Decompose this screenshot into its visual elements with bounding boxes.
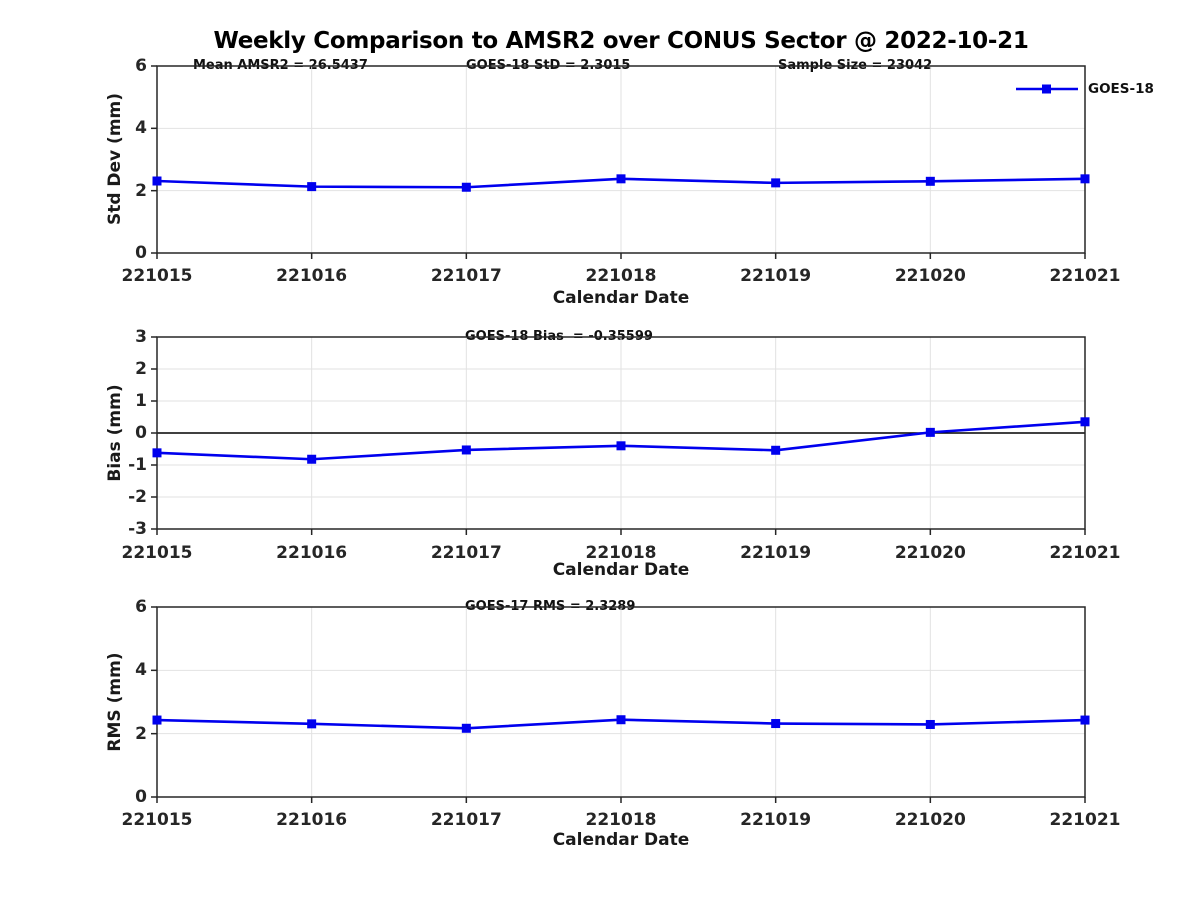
data-point-marker (771, 719, 781, 729)
y-tick-label: 2 (135, 180, 147, 201)
x-tick-label: 221019 (740, 266, 812, 286)
x-tick-label: 221016 (276, 266, 348, 286)
x-tick-label: 221020 (894, 543, 966, 563)
y-tick-label: 0 (135, 243, 147, 263)
data-point-marker (771, 178, 781, 188)
x-tick-label: 221017 (430, 543, 502, 563)
data-point-marker (152, 176, 162, 186)
x-tick-label: 221017 (430, 810, 502, 830)
data-point-marker (616, 715, 626, 725)
y-tick-label: -2 (128, 487, 147, 507)
legend-line-marker-icon (1016, 84, 1078, 94)
x-tick-label: 221015 (121, 543, 193, 563)
data-point-marker (152, 715, 162, 725)
x-tick-label: 221015 (121, 810, 193, 830)
y-tick-label: 3 (135, 327, 147, 347)
x-tick-label: 221018 (585, 266, 657, 286)
x-tick-label: 221017 (430, 266, 502, 286)
y-tick-label: 4 (135, 118, 147, 139)
plot-std-dev (151, 65, 1090, 259)
x-axis-label-rms: Calendar Date (552, 830, 690, 850)
data-point-marker (771, 445, 781, 455)
x-tick-label: 221016 (276, 543, 348, 563)
data-point-marker (307, 454, 317, 464)
x-tick-label: 221020 (894, 266, 966, 286)
y-axis-label-rms: RMS (mm) (105, 652, 125, 752)
data-point-marker (925, 719, 935, 729)
y-tick-label: 1 (135, 391, 147, 411)
x-tick-label: 221016 (276, 810, 348, 830)
data-point-marker (1080, 174, 1090, 184)
data-point-marker (152, 448, 162, 458)
x-tick-label: 221019 (740, 543, 812, 563)
y-tick-label: -1 (128, 455, 147, 475)
data-point-marker (925, 176, 935, 186)
y-tick-label: 6 (135, 56, 147, 76)
data-point-marker (1080, 417, 1090, 427)
plot-bias (151, 336, 1090, 535)
x-tick-label: 221021 (1049, 543, 1121, 563)
x-tick-label: 221018 (585, 543, 657, 563)
data-point-marker (925, 427, 935, 437)
x-tick-label: 221020 (894, 810, 966, 830)
y-tick-label: 2 (135, 723, 147, 744)
figure-title: Weekly Comparison to AMSR2 over CONUS Se… (213, 28, 1029, 54)
y-tick-label: 4 (135, 660, 147, 681)
data-point-marker (307, 719, 317, 729)
x-tick-label: 221021 (1049, 266, 1121, 286)
data-point-marker (307, 182, 317, 192)
y-tick-label: 2 (135, 359, 147, 379)
y-tick-label: 0 (135, 787, 147, 807)
data-point-marker (461, 182, 471, 192)
plot-rms (151, 606, 1090, 803)
data-point-marker (616, 174, 626, 184)
legend-series-label: GOES-18 (1088, 81, 1154, 97)
y-tick-label: 6 (135, 597, 147, 617)
y-tick-label: -3 (128, 519, 147, 539)
x-tick-label: 221019 (740, 810, 812, 830)
x-tick-label: 221021 (1049, 810, 1121, 830)
data-point-marker (461, 445, 471, 455)
data-point-marker (461, 723, 471, 733)
data-point-marker (1080, 715, 1090, 725)
x-axis-label-stddev: Calendar Date (552, 288, 690, 308)
x-axis-label-bias: Calendar Date (552, 560, 690, 580)
x-tick-label: 221018 (585, 810, 657, 830)
x-tick-label: 221015 (121, 266, 193, 286)
legend: GOES-18 (1015, 81, 1154, 97)
y-axis-label-stddev: Std Dev (mm) (105, 92, 125, 226)
y-tick-label: 0 (135, 423, 147, 443)
data-point-marker (616, 441, 626, 451)
